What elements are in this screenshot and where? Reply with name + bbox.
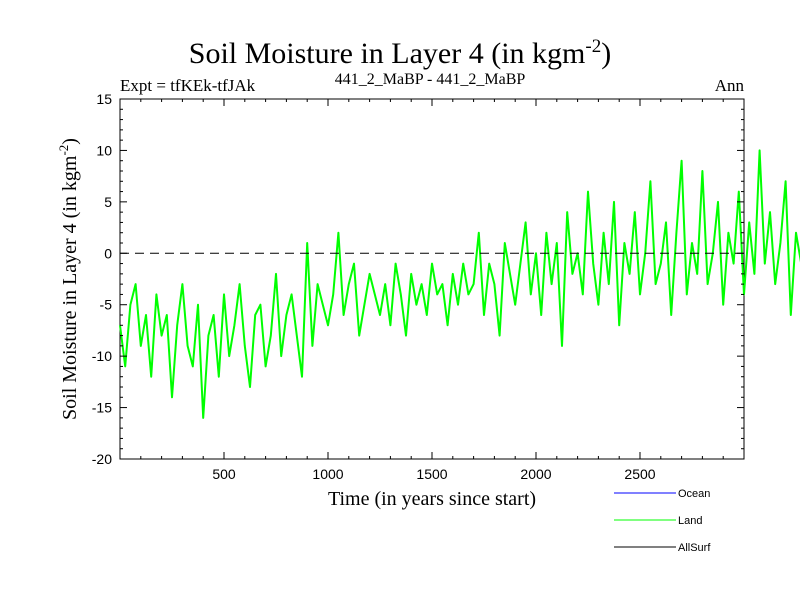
x-tick-label: 2000: [520, 466, 551, 482]
x-tick-label: 2500: [624, 466, 655, 482]
legend-label-land: Land: [678, 515, 702, 527]
y-tick-label: 5: [104, 194, 112, 210]
center-label: 441_2_MaBP - 441_2_MaBP: [335, 71, 526, 88]
x-axis-label: Time (in years since start): [328, 488, 536, 510]
y-tick-label: -15: [92, 400, 112, 416]
period-label: Ann: [715, 76, 745, 95]
series-layer: [119, 149, 800, 419]
y-tick-label: -20: [92, 451, 112, 467]
y-tick-label: 10: [96, 142, 112, 158]
tick-layer: -20 -15 -10 -5 0 5 10 15 500 1000 1500 2000 2500: [92, 91, 744, 482]
chart-title: Soil Moisture in Layer 4 (in kgm-2): [189, 36, 611, 70]
legend-label-allsurf: AllSurf: [678, 542, 711, 554]
experiment-label: Expt = tfKEk-tfJAk: [120, 76, 256, 95]
y-tick-label: -5: [100, 297, 113, 313]
series-line-land: [119, 149, 800, 419]
legend: Ocean Land AllSurf: [614, 488, 711, 554]
plot-frame: [119, 98, 745, 460]
legend-label-ocean: Ocean: [678, 488, 710, 500]
x-tick-label: 500: [212, 466, 236, 482]
x-tick-label: 1500: [416, 466, 447, 482]
y-tick-label: 0: [104, 245, 112, 261]
y-tick-label: -10: [92, 348, 112, 364]
y-tick-label: 15: [96, 91, 112, 107]
x-tick-label: 1000: [312, 466, 343, 482]
y-axis-label: Soil Moisture in Layer 4 (in kgm-2): [56, 138, 81, 420]
